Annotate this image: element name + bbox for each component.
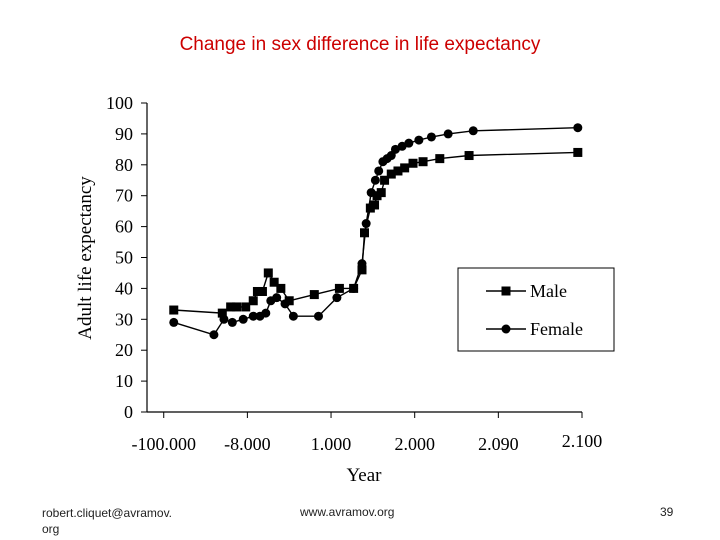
data-point-male xyxy=(276,283,286,293)
data-point-male xyxy=(386,169,396,179)
data-point-male xyxy=(435,154,445,164)
data-point-male xyxy=(226,302,236,312)
page-number: 39 xyxy=(660,505,674,519)
data-point-female xyxy=(397,141,407,151)
data-point-female xyxy=(374,166,384,176)
data-point-male xyxy=(232,302,242,312)
data-point-male xyxy=(257,286,267,296)
data-point-female xyxy=(349,283,359,293)
x-tick-label: 2.000 xyxy=(394,434,435,454)
data-point-female xyxy=(313,311,323,321)
data-point-male xyxy=(400,163,410,173)
series-female xyxy=(169,123,583,340)
data-point-female xyxy=(209,330,219,340)
data-point-female xyxy=(261,308,271,318)
data-point-female xyxy=(169,317,179,327)
y-tick-label: 60 xyxy=(115,217,133,237)
data-point-female xyxy=(414,135,424,145)
x-tick-label: 2.090 xyxy=(478,434,519,454)
data-point-male xyxy=(464,151,474,161)
data-point-male xyxy=(408,158,418,168)
data-point-female xyxy=(404,138,414,148)
x-tick-label: -100.000 xyxy=(131,434,196,454)
chart-legend: Male Female xyxy=(457,267,615,352)
y-tick-label: 90 xyxy=(115,124,133,144)
y-axis-ticks: 0 10 20 30 40 50 60 70 80 90 100 xyxy=(106,93,147,422)
x-axis-label: Year xyxy=(346,465,382,486)
data-point-male xyxy=(573,147,583,157)
data-point-female xyxy=(272,293,282,303)
footer-website: www.avramov.org xyxy=(300,505,395,519)
data-point-female xyxy=(390,144,400,154)
footer-email-line1: robert.cliquet@avramov. xyxy=(42,506,173,520)
chart-series xyxy=(169,123,583,340)
y-tick-label: 20 xyxy=(115,340,133,360)
data-point-female xyxy=(426,132,436,142)
y-tick-label: 0 xyxy=(124,402,133,422)
data-point-female xyxy=(219,314,229,324)
data-point-male xyxy=(169,305,179,315)
data-point-male xyxy=(263,268,273,278)
data-point-male xyxy=(248,296,258,306)
footer-email: robert.cliquet@avramov. org xyxy=(42,505,212,537)
data-point-female xyxy=(332,293,342,303)
data-point-female xyxy=(227,317,237,327)
data-point-female xyxy=(573,123,583,133)
data-point-male xyxy=(252,286,262,296)
data-point-male xyxy=(284,296,294,306)
data-point-male xyxy=(393,166,403,176)
y-tick-label: 80 xyxy=(115,155,133,175)
x-tick-label: 2.100 xyxy=(562,431,603,451)
x-tick-label: 1.000 xyxy=(311,434,352,454)
legend-marker-female xyxy=(501,324,511,334)
data-point-male xyxy=(370,200,380,210)
legend-label-male: Male xyxy=(530,281,567,301)
x-axis-ticks: -100.000 -8.000 1.000 2.000 2.090 2.100 xyxy=(131,412,602,454)
slide-title: Change in sex difference in life expecta… xyxy=(179,34,541,55)
data-point-female xyxy=(280,299,290,309)
legend-marker-male xyxy=(501,286,511,296)
x-tick-label: -8.000 xyxy=(224,434,271,454)
life-expectancy-chart: 0 10 20 30 40 50 60 70 80 90 100 -100.000 -8.000 1.0… xyxy=(75,93,615,486)
data-point-male xyxy=(376,188,386,198)
data-point-male xyxy=(241,302,251,312)
data-point-female xyxy=(357,259,367,269)
data-point-female xyxy=(468,126,478,136)
y-axis-label: Adult life expectancy xyxy=(75,176,96,340)
data-point-male xyxy=(309,290,319,300)
data-point-male xyxy=(217,308,227,318)
data-point-female xyxy=(248,311,258,321)
chart-axes xyxy=(146,103,582,413)
data-point-male xyxy=(334,283,344,293)
y-tick-label: 30 xyxy=(115,309,133,329)
y-tick-label: 40 xyxy=(115,278,133,298)
data-point-female xyxy=(370,175,380,185)
data-point-female xyxy=(238,314,248,324)
legend-label-female: Female xyxy=(530,319,583,339)
y-tick-label: 100 xyxy=(106,93,133,113)
y-tick-label: 50 xyxy=(115,248,133,268)
data-point-male xyxy=(357,265,367,275)
data-point-male xyxy=(360,228,369,238)
footer-email-line2: org xyxy=(42,522,60,536)
data-point-female xyxy=(366,188,376,198)
data-point-female xyxy=(288,311,298,321)
data-point-male xyxy=(418,157,428,167)
y-tick-label: 70 xyxy=(115,186,133,206)
data-point-female xyxy=(443,129,453,139)
data-point-male xyxy=(380,175,390,185)
data-point-male xyxy=(269,277,279,287)
legend-box xyxy=(457,267,615,352)
series-male xyxy=(169,147,583,318)
data-point-female xyxy=(361,219,371,229)
y-tick-label: 10 xyxy=(115,371,133,391)
